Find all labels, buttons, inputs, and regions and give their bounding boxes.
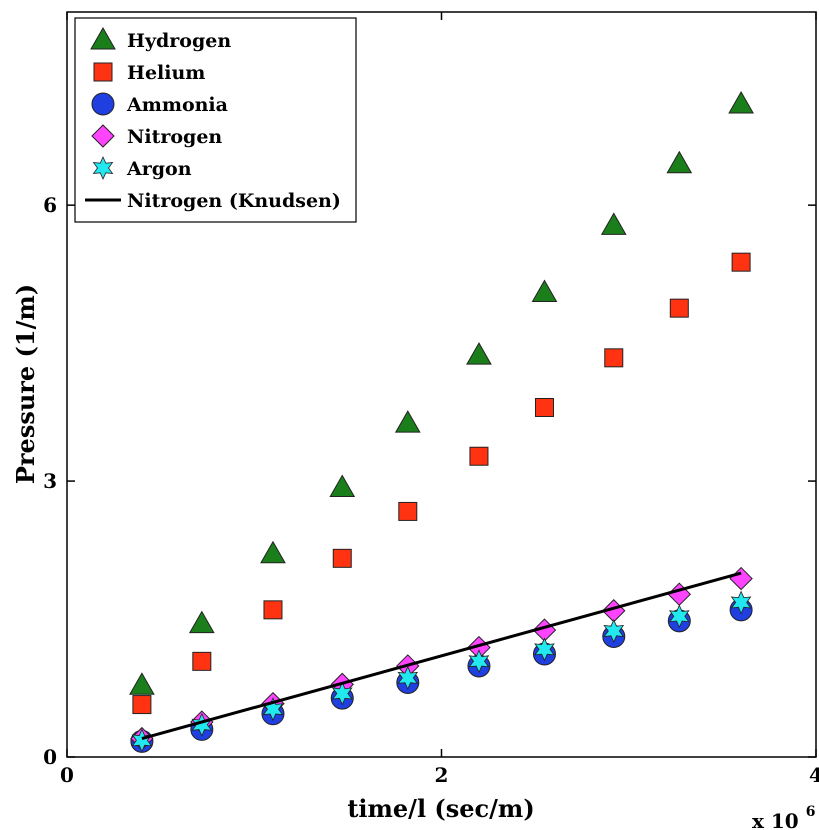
legend: Hydrogen Helium Ammonia Nitrogen Argon Nitrog… [74,17,357,223]
legend-label: Nitrogen (Knudsen) [127,190,341,212]
legend-swatch [92,156,114,180]
data-point [534,637,555,662]
legend-swatch [93,62,113,82]
data-point [332,548,352,568]
data-point [728,90,754,114]
data-point [731,252,751,272]
y-tick-label: 3 [43,469,57,493]
x-tick-label: 4 [809,763,819,787]
legend-box [74,17,357,223]
data-point [329,474,356,498]
data-point [604,348,624,368]
data-point [331,681,353,706]
data-point [531,279,558,303]
data-point [668,604,690,629]
legend-label: Argon [126,158,192,180]
series-ammonia [130,598,753,753]
data-point [263,600,283,620]
x-multiplier-base: x 10 [752,809,799,830]
data-point [666,150,693,174]
data-point [129,672,155,695]
data-point [397,665,419,690]
data-point [394,410,421,433]
y-axis-label: Pressure (1/m) [11,284,40,484]
y-tick-label: 6 [43,193,57,217]
legend-swatch [91,92,115,116]
data-point [398,501,418,521]
series-argon [131,590,752,753]
data-point [192,651,212,671]
y-tick-label: 0 [43,745,57,769]
data-point [188,610,215,634]
legend-label: Hydrogen [127,30,231,52]
x-axis-label: time/l (sec/m) [347,794,534,823]
data-point [669,298,689,318]
data-point [468,649,490,674]
series-nitrogen-knudsen-line [141,571,742,741]
data-point [260,540,286,564]
data-point [600,212,627,235]
x-multiplier-exponent: 6 [806,804,816,820]
legend-label: Ammonia [126,94,228,116]
legend-swatch [91,124,115,148]
legend-label: Helium [127,62,205,84]
legend-label: Nitrogen [127,126,222,148]
data-point [729,566,753,591]
series-hydrogen [129,90,754,695]
series-helium [132,252,751,715]
x-multiplier: x 10 6 [752,804,815,830]
x-tick-label: 0 [60,763,74,787]
data-point [132,695,152,715]
axis-ticks: 0 2 4 0 3 6 [43,12,819,787]
legend-swatch [90,26,116,50]
x-tick-label: 2 [435,763,449,787]
data-point [603,619,625,643]
series-layer [129,90,754,753]
data-point [469,446,489,466]
data-point [534,397,554,417]
data-point [730,590,752,615]
data-point [466,342,492,365]
